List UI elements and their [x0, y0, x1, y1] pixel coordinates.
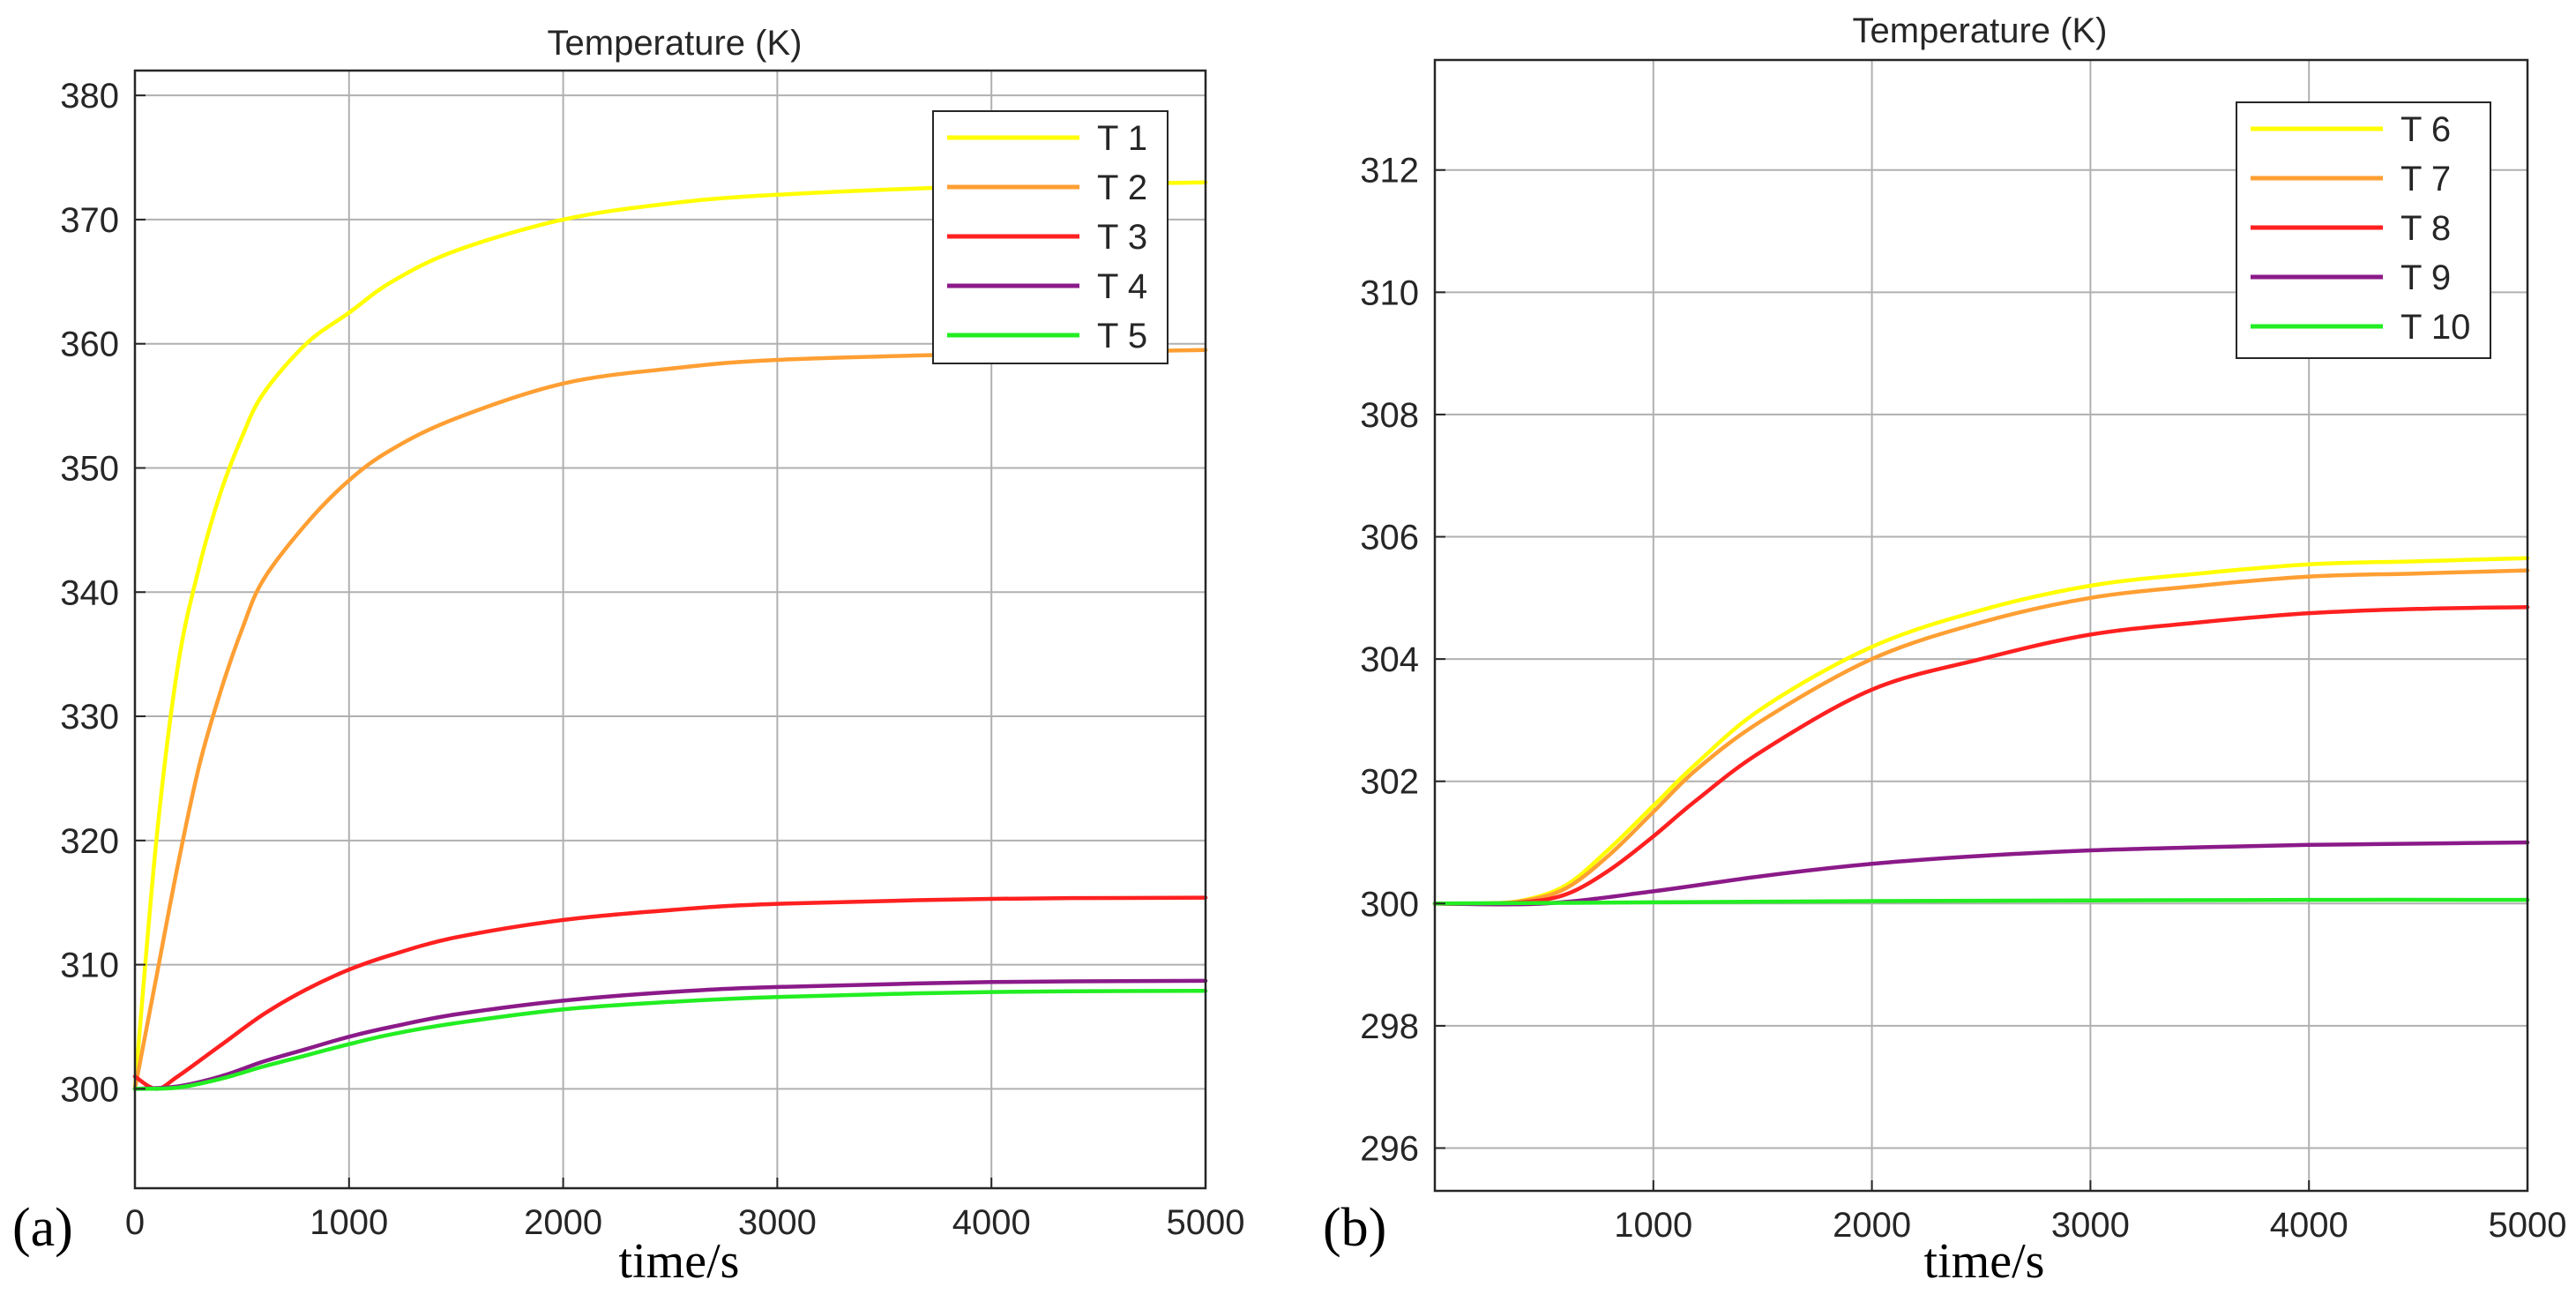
y-tick-label: 300	[60, 1070, 119, 1109]
legend-item[interactable]: T 9	[2251, 258, 2451, 297]
chart-panel-b: 1000 2000 3000 4000 5000 296 298 300 302 304 306 30…	[1323, 11, 2566, 1289]
chart-panel-a: 0 1000 2000 3000 4000 5000 300 310 320 330 340 350 3…	[12, 24, 1244, 1289]
x-tick-label: 5000	[2489, 1206, 2567, 1245]
panel-label: (a)	[12, 1198, 73, 1258]
series-line-t2	[132, 348, 1208, 1091]
y-tick-label: 370	[60, 201, 119, 240]
y-tick-label: 320	[60, 822, 119, 861]
series-line-t1	[132, 180, 1208, 1091]
tick-labels: 0 1000 2000 3000 4000 5000 300 310 320 330 340 350 3…	[60, 77, 1244, 1242]
x-tick-label: 1000	[310, 1203, 388, 1242]
y-tick-label: 298	[1360, 1007, 1419, 1046]
x-axis-label: time/s	[619, 1234, 740, 1289]
legend-item[interactable]: T 4	[947, 267, 1147, 306]
legend-label: T 4	[1097, 267, 1147, 306]
legend-item[interactable]: T 6	[2251, 110, 2451, 149]
legend-item[interactable]: T 3	[947, 218, 1147, 257]
series-line-t10	[1432, 897, 2530, 906]
legend-box	[2236, 101, 2491, 359]
y-tick-label: 296	[1360, 1129, 1419, 1168]
x-tick-label: 4000	[952, 1203, 1031, 1242]
y-tick-label: 330	[60, 698, 119, 737]
y-tick-label: 310	[1360, 273, 1419, 312]
y-tick-label: 350	[60, 449, 119, 488]
legend-label: T 3	[1097, 218, 1147, 257]
x-axis-label: time/s	[1924, 1234, 2045, 1289]
series-line-t5	[132, 988, 1208, 1091]
series-lines	[1432, 556, 2530, 907]
series-line-t8	[1432, 604, 2530, 906]
y-tick-label: 306	[1360, 519, 1419, 557]
y-tick-label: 302	[1360, 763, 1419, 802]
legend-item[interactable]: T 1	[947, 119, 1147, 158]
x-tick-label: 2000	[1833, 1206, 1911, 1245]
grid-lines	[135, 71, 1206, 1188]
x-tick-label: 1000	[1614, 1206, 1692, 1245]
x-tick-label: 0	[125, 1203, 145, 1242]
axes-frame	[133, 69, 1207, 1190]
legend-item[interactable]: T 2	[947, 168, 1147, 207]
panel-label: (b)	[1323, 1198, 1386, 1258]
axes-frame	[1433, 58, 2529, 1193]
legend-item[interactable]: T 10	[2251, 308, 2470, 347]
y-tick-label: 312	[1360, 152, 1419, 191]
legend-label: T 1	[1097, 119, 1147, 158]
legend-label: T 10	[2401, 308, 2470, 347]
legend-label: T 8	[2401, 209, 2451, 248]
tick-labels: 1000 2000 3000 4000 5000 296 298 300 302 304 306 30…	[1360, 152, 2566, 1245]
legend-label: T 5	[1097, 317, 1147, 355]
series-line-t4	[132, 978, 1208, 1091]
legend-item[interactable]: T 8	[2251, 209, 2451, 248]
y-tick-label: 340	[60, 573, 119, 612]
x-tick-label: 2000	[524, 1203, 602, 1242]
legend-item[interactable]: T 5	[947, 317, 1147, 355]
y-tick-label: 360	[60, 326, 119, 364]
series-line-t7	[1432, 568, 2530, 906]
legend-label: T 2	[1097, 168, 1147, 207]
y-tick-label: 304	[1360, 640, 1419, 679]
x-tick-label: 5000	[1167, 1203, 1245, 1242]
y-tick-label: 300	[1360, 885, 1419, 924]
legend[interactable]: T 6 T 7 T 8 T 9 T 10	[2236, 101, 2491, 359]
series-line-t6	[1432, 556, 2530, 906]
x-tick-label: 3000	[2051, 1206, 2130, 1245]
x-tick-label: 3000	[738, 1203, 817, 1242]
legend-label: T 9	[2401, 258, 2451, 297]
series-line-t3	[132, 895, 1208, 1091]
legend-item[interactable]: T 7	[2251, 160, 2451, 198]
series-line-t9	[1432, 840, 2530, 907]
chart-title: Temperature (K)	[1853, 11, 2108, 50]
legend-label: T 6	[2401, 110, 2451, 149]
series-lines	[132, 180, 1208, 1091]
legend-label: T 7	[2401, 160, 2451, 198]
chart-title: Temperature (K)	[548, 24, 803, 63]
y-tick-label: 380	[60, 77, 119, 116]
legend[interactable]: T 1 T 2 T 3 T 4 T 5	[932, 110, 1169, 364]
x-tick-label: 4000	[2270, 1206, 2348, 1245]
y-tick-label: 308	[1360, 396, 1419, 435]
y-tick-label: 310	[60, 947, 119, 985]
